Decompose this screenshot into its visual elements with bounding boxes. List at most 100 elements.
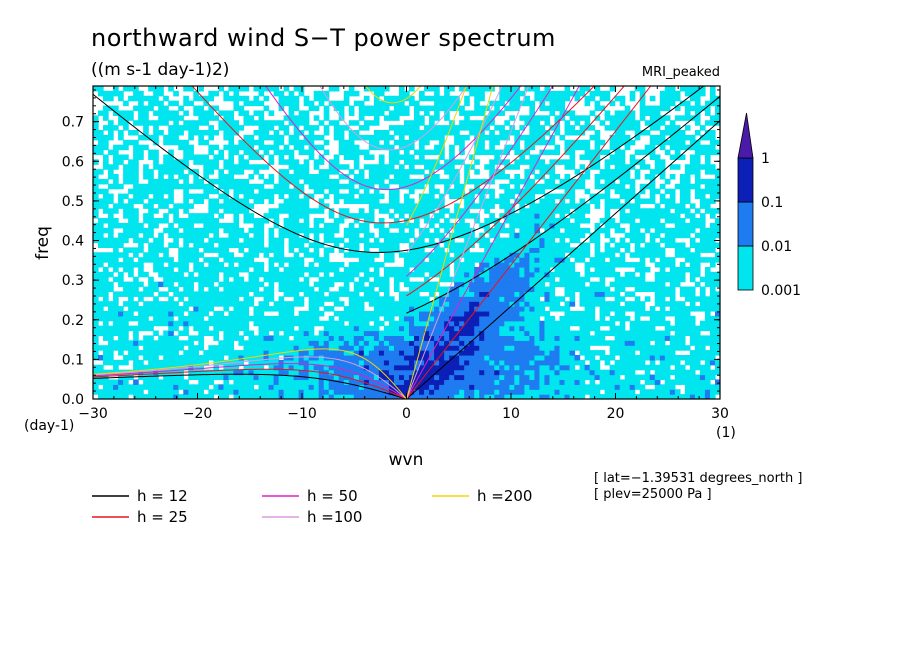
heatmap-cell bbox=[584, 174, 591, 180]
heatmap-cell bbox=[539, 276, 546, 283]
heatmap-cell bbox=[328, 320, 335, 327]
heatmap-cell bbox=[123, 345, 129, 351]
heatmap-cell bbox=[173, 218, 179, 224]
heatmap-cell bbox=[383, 325, 390, 332]
heatmap-cell bbox=[584, 369, 591, 376]
heatmap-cell bbox=[504, 306, 510, 312]
heatmap-cell bbox=[419, 120, 425, 126]
heatmap-cell bbox=[283, 379, 290, 385]
heatmap-cell bbox=[323, 271, 330, 278]
heatmap-cell bbox=[278, 320, 285, 327]
heatmap-cell bbox=[338, 340, 345, 346]
heatmap-cell bbox=[514, 374, 520, 381]
heatmap-cell bbox=[253, 169, 260, 175]
heatmap-cell bbox=[313, 218, 320, 224]
heatmap-cell bbox=[143, 384, 149, 390]
heatmap-cell bbox=[318, 330, 325, 337]
heatmap-cell bbox=[474, 213, 480, 219]
heatmap-cell bbox=[459, 330, 465, 337]
heatmap-cell bbox=[298, 364, 305, 371]
heatmap-cell bbox=[323, 169, 330, 175]
heatmap-cell bbox=[153, 266, 159, 273]
heatmap-cell bbox=[158, 115, 164, 121]
heatmap-cell bbox=[163, 115, 169, 121]
heatmap-cell bbox=[559, 335, 566, 341]
heatmap-cell bbox=[534, 281, 541, 288]
heatmap-cell bbox=[158, 335, 164, 341]
heatmap-cell bbox=[504, 198, 510, 204]
heatmap-cell bbox=[429, 364, 435, 371]
heatmap-cell bbox=[569, 227, 576, 234]
heatmap-cell bbox=[123, 389, 129, 395]
heatmap-cell bbox=[373, 134, 380, 141]
heatmap-cell bbox=[449, 164, 455, 170]
heatmap-cell bbox=[424, 379, 430, 385]
heatmap-cell bbox=[519, 320, 525, 327]
heatmap-cell bbox=[504, 193, 510, 200]
heatmap-cell bbox=[158, 86, 164, 92]
heatmap-cell bbox=[258, 222, 265, 229]
heatmap-cell bbox=[454, 227, 460, 234]
heatmap-cell bbox=[148, 178, 154, 185]
heatmap-cell bbox=[554, 389, 561, 395]
heatmap-cell bbox=[293, 183, 300, 190]
heatmap-cell bbox=[328, 164, 335, 170]
heatmap-cell bbox=[398, 144, 405, 151]
heatmap-cell bbox=[414, 222, 420, 229]
heatmap-cell bbox=[549, 340, 556, 346]
heatmap-cell bbox=[208, 203, 214, 209]
heatmap-cell bbox=[519, 213, 525, 219]
heatmap-cell bbox=[424, 95, 430, 102]
heatmap-cell bbox=[238, 281, 245, 288]
heatmap-cell bbox=[173, 164, 179, 170]
heatmap-cell bbox=[414, 301, 420, 307]
heatmap-cell bbox=[393, 208, 400, 214]
heatmap-cell bbox=[223, 203, 230, 209]
heatmap-cell bbox=[248, 183, 255, 190]
heatmap-cell bbox=[183, 389, 189, 395]
heatmap-cell bbox=[148, 354, 154, 361]
heatmap-cell bbox=[323, 350, 330, 356]
heatmap-cell bbox=[469, 203, 475, 209]
heatmap-cell bbox=[579, 379, 586, 385]
heatmap-cell bbox=[253, 315, 260, 322]
heatmap-cell bbox=[499, 276, 505, 283]
heatmap-cell bbox=[198, 271, 204, 278]
heatmap-cell bbox=[338, 354, 345, 361]
heatmap-cell bbox=[378, 222, 385, 229]
heatmap-cell bbox=[434, 105, 440, 112]
heatmap-cell bbox=[203, 188, 209, 195]
heatmap-cell bbox=[318, 262, 325, 268]
heatmap-cell bbox=[193, 125, 199, 131]
heatmap-cell bbox=[118, 198, 124, 204]
heatmap-cell bbox=[594, 198, 601, 204]
heatmap-cell bbox=[123, 139, 129, 146]
heatmap-cell bbox=[409, 183, 415, 190]
heatmap-cell bbox=[604, 198, 611, 204]
heatmap-cell bbox=[153, 384, 159, 390]
heatmap-cell bbox=[168, 389, 174, 395]
heatmap-cell bbox=[203, 232, 209, 239]
heatmap-cell bbox=[203, 218, 209, 224]
heatmap-cell bbox=[519, 301, 525, 307]
heatmap-cell bbox=[358, 110, 365, 116]
heatmap-cell bbox=[373, 95, 380, 102]
heatmap-cell bbox=[494, 359, 500, 366]
heatmap-cell bbox=[158, 379, 164, 385]
heatmap-cell bbox=[188, 169, 194, 175]
heatmap-cell bbox=[143, 271, 149, 278]
heatmap-cell bbox=[118, 232, 124, 239]
heatmap-cell bbox=[148, 276, 154, 283]
heatmap-cell bbox=[494, 394, 500, 399]
heatmap-cell bbox=[604, 340, 611, 346]
heatmap-cell bbox=[574, 169, 581, 175]
heatmap-cell bbox=[333, 335, 340, 341]
heatmap-cell bbox=[398, 340, 405, 346]
heatmap-cell bbox=[223, 266, 230, 273]
heatmap-cell bbox=[338, 262, 345, 268]
heatmap-cell bbox=[218, 193, 225, 200]
heatmap-cell bbox=[439, 262, 445, 268]
heatmap-cell bbox=[283, 227, 290, 234]
heatmap-cell bbox=[323, 178, 330, 185]
heatmap-cell bbox=[178, 345, 184, 351]
